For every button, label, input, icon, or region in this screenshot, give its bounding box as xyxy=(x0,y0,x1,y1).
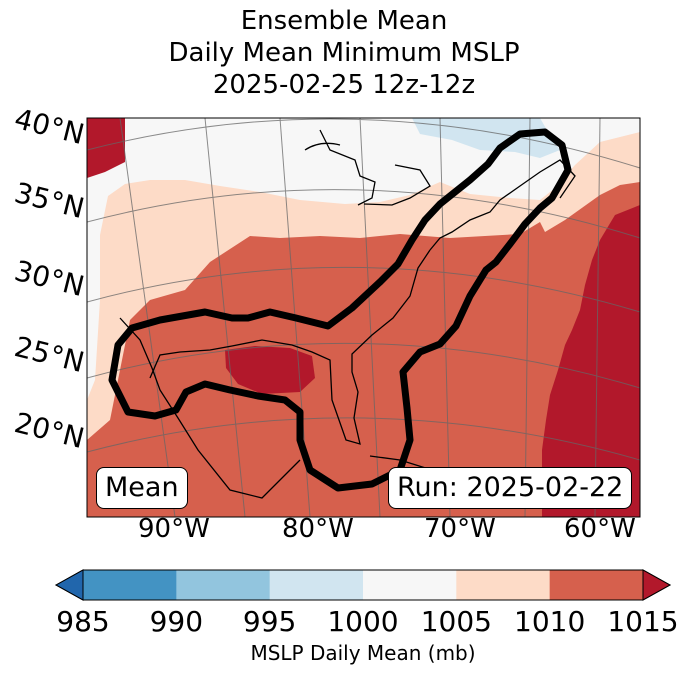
colorbar-tick-995: 995 xyxy=(242,605,297,638)
title-line-1: Ensemble Mean xyxy=(240,6,448,36)
colorbar-tick-1005: 1005 xyxy=(420,605,492,638)
run-date-box: Run: 2025-02-22 xyxy=(388,467,633,509)
mslp-map xyxy=(86,117,641,518)
colorbar-segment-1010-1015 xyxy=(549,570,644,600)
lon-label-90: 90°W xyxy=(138,514,210,544)
colorbar-extend-low xyxy=(54,569,84,601)
field-lt-1000 xyxy=(412,118,560,158)
map-frame xyxy=(86,117,641,518)
colorbar-label: MSLP Daily Mean (mb) xyxy=(250,641,476,665)
title-line-3: 2025-02-25 12z-12z xyxy=(212,70,476,100)
colorbar-tick-985: 985 xyxy=(56,605,110,638)
field-gt-1015-nw xyxy=(87,118,125,178)
colorbar-segment-1000-1005 xyxy=(363,570,457,600)
colorbar-tick-990: 990 xyxy=(149,605,204,638)
colorbar-segment-985-990 xyxy=(83,570,177,600)
field-gt-1015-east xyxy=(542,205,640,517)
colorbar-segment-990-995 xyxy=(176,570,271,600)
graticule xyxy=(87,118,640,517)
colorbar-segment-1005-1010 xyxy=(456,570,551,600)
title-line-2: Daily Mean Minimum MSLP xyxy=(168,38,520,68)
lon-label-60: 60°W xyxy=(564,514,636,544)
field-gt-1015-gulf xyxy=(225,346,315,394)
colorbar-extend-high xyxy=(642,569,672,601)
colorbar-tick-1015: 1015 xyxy=(607,605,679,638)
colorbar-tick-1000: 1000 xyxy=(327,605,399,638)
colorbar-segment-995-1000 xyxy=(269,570,364,600)
mean-label-box: Mean xyxy=(96,467,188,509)
ensemble-outline xyxy=(108,128,572,492)
field-1000-1005 xyxy=(87,118,640,400)
lon-label-70: 70°W xyxy=(424,514,496,544)
colorbar-tick-1010: 1010 xyxy=(514,605,586,638)
lon-label-80: 80°W xyxy=(282,514,354,544)
